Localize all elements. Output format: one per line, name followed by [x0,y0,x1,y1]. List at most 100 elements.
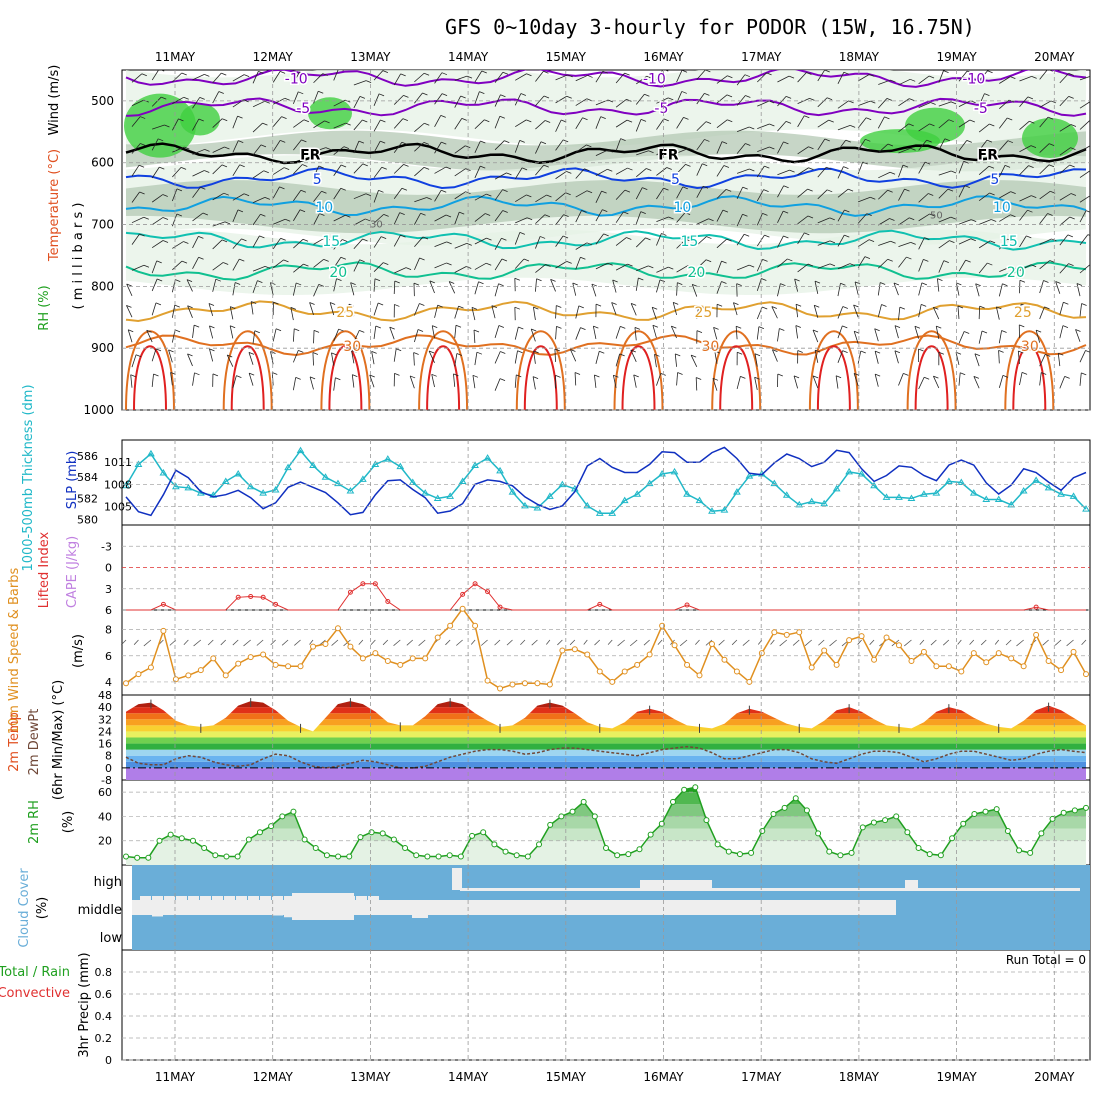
isotherm-line [125,167,1087,190]
wind-barb [494,351,501,364]
rh2m-marker [960,820,967,827]
wind-barb [998,165,1006,178]
wind-barb-flag [668,216,674,220]
wind-barb-flag [584,168,590,172]
wind-barb [716,238,727,249]
wind-barb [894,325,899,339]
wind-barb-flag [517,350,523,354]
tick-label: 586 [77,450,98,463]
isotherm-line [125,229,1087,251]
isotherm-label: 15 [680,234,698,250]
wind-barb-flag [445,214,452,218]
rh2m-marker [703,817,710,824]
wind-barb [636,265,649,272]
wind-barb [131,354,137,368]
wind-barb [514,232,521,245]
wind-barb [393,212,401,225]
wind-barb-flag [814,349,821,353]
wind-barb-flag [869,74,875,77]
thickness-marker [695,496,704,504]
wind-barb [229,325,234,339]
wind-barb [793,375,799,389]
surface-wind-barb [643,639,650,646]
wind-barb-flag [1091,101,1096,103]
wind-barb [131,191,140,203]
wind-barb [393,118,404,129]
wind-barb-flag [1070,193,1077,196]
wind-barb [494,140,505,151]
wind-barb-flag [139,191,145,195]
wind-barb-flag [918,348,924,352]
wind-barb [716,260,722,274]
wind-barb [696,259,707,269]
rh2m-marker [189,837,196,844]
wind-barb-flag [780,283,786,286]
wind-barb-flag [543,164,549,168]
wind-barb [1059,164,1070,174]
wind-speed-marker [858,633,865,640]
wind-barb [978,262,988,274]
wind-barb-flag [546,194,552,198]
wind-barb-flag [348,303,355,307]
bottom-date-label: 12MAY [253,1070,294,1084]
pressure-tick-label: 800 [91,279,114,293]
wind-barb [777,169,790,176]
wind-barb-flag [264,266,271,269]
wind-barb [874,374,879,387]
wind-barb [894,350,899,364]
wind-barb [938,216,952,223]
wind-barb-flag [966,70,973,74]
wind-barb [656,279,661,293]
wind-barb-flag [986,139,993,143]
wind-barb-flag [677,372,683,375]
lifted-index-marker [160,601,166,607]
wind-speed-marker [895,642,902,649]
wind-barb [754,353,758,367]
wind-barb [817,97,828,108]
wind-barb [1039,164,1050,175]
top-date-label: 19MAY [936,50,977,64]
wind-barb-flag [1055,281,1061,284]
wind-barb [313,120,325,129]
wind-barb [555,261,567,269]
wind-barb-flag [526,194,532,198]
wind-barb [736,168,750,174]
wind-barb [151,70,160,81]
wind-barb [797,188,808,198]
wind-barb-flag [737,351,743,355]
wind-barb-flag [187,305,193,309]
wind-barb-flag [964,331,970,334]
wind-barb [313,213,320,226]
wind-barb-flag [924,376,930,380]
wind-barb [996,306,1000,320]
rh2m-marker [335,853,342,860]
surface-wind-barb [546,639,551,645]
rh2m-marker [513,852,520,859]
wind-barb [454,145,466,154]
wind-barb [168,349,173,363]
wind-barb-flag [514,306,521,310]
wind-barb-flag [1011,266,1017,269]
rh-shading-band [126,70,1086,147]
surface-wind-barb [480,639,488,646]
bottom-date-label: 15MAY [546,1070,587,1084]
surface-isotherm-loop [328,345,363,410]
wind-barb [351,350,355,364]
rh2m-marker [446,852,453,859]
wind-barb [434,93,443,105]
wind-barb [494,116,501,129]
cape-title: CAPE (J/kg) [65,536,80,608]
wind-barb [817,240,831,246]
wind-barb-flag [921,304,927,307]
wind-barb [837,306,844,319]
wind-speed-marker [347,643,354,650]
wind-speed-marker [160,627,167,634]
wind-barb-flag [708,218,714,222]
wind-barb [999,266,1012,272]
wind-barb-flag [910,241,916,245]
wind-barb-flag [602,209,608,213]
isotherm-label: 20 [329,265,347,281]
rh2m-marker [614,852,621,859]
surface-wind-barb [520,639,526,646]
surface-isotherm-loop [125,330,175,410]
